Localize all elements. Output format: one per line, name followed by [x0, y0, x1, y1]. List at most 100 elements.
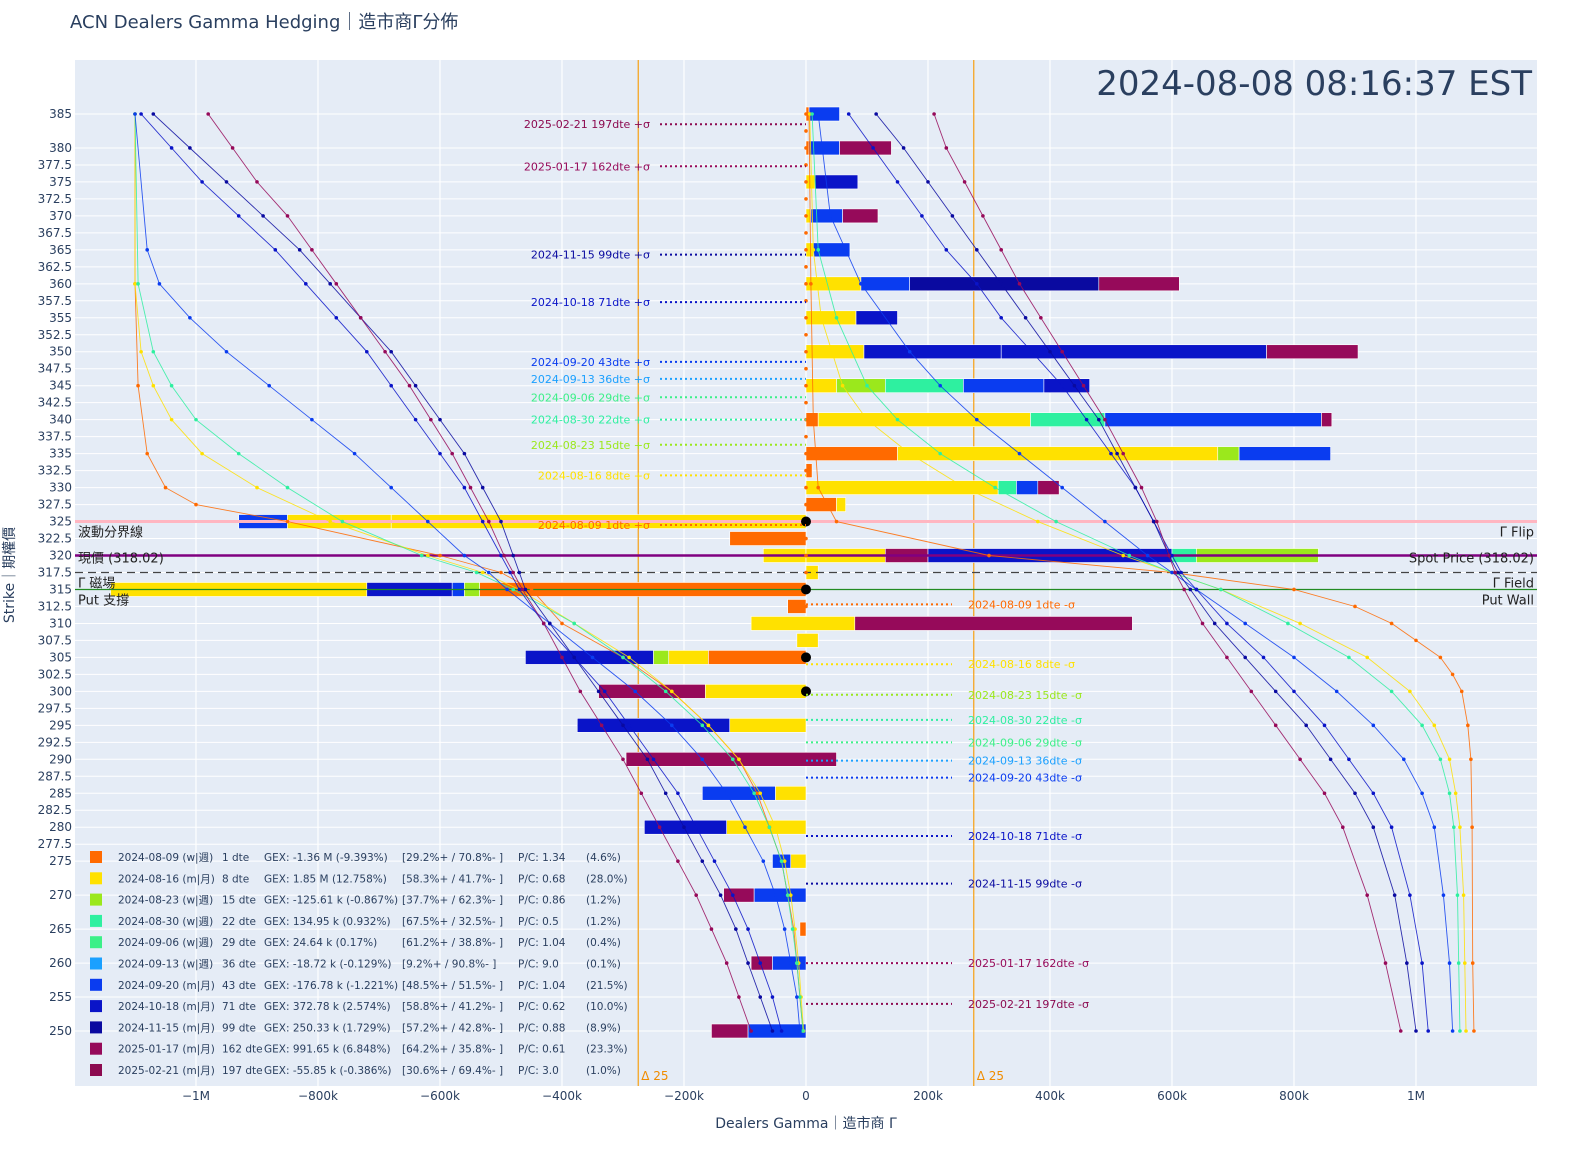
curve-point [499, 570, 503, 575]
curve-point [1398, 1029, 1403, 1033]
legend-entry-gex: GEX: 24.64 k (0.17%) [264, 937, 377, 949]
legend-swatch [90, 914, 102, 927]
curve-point [811, 417, 816, 422]
curve-point [874, 112, 878, 116]
sigma-label-upper: 2024-11-15 99dte +σ [531, 249, 650, 262]
curve-point [752, 791, 756, 796]
sigma-label-upper: 2024-08-23 15dte +σ [531, 439, 650, 452]
curve-point [1456, 961, 1461, 965]
curve-point [1414, 1029, 1418, 1033]
curve-point [1328, 757, 1333, 762]
zero-axis-marker [804, 129, 808, 133]
chart-title: ACN Dealers Gamma Hedging｜造市商Γ分佈 [70, 12, 459, 33]
curve-point [1304, 723, 1308, 728]
curve-point [236, 451, 241, 456]
gamma-curves [133, 112, 1476, 1033]
y-tick-label: 310 [49, 616, 72, 630]
curve-point [599, 723, 604, 728]
curve-point [1432, 723, 1437, 728]
y-tick-label: 332.5 [38, 464, 72, 478]
curve-point [310, 417, 314, 422]
curve-point [749, 1029, 753, 1033]
legend-entry-oi: (1.2%) [586, 895, 621, 907]
curve-point [621, 723, 625, 728]
gamma-bar [897, 446, 1219, 461]
curve-point [328, 519, 333, 524]
curve-point [163, 485, 168, 490]
y-tick-label: 360 [49, 277, 72, 291]
curve-point [1447, 757, 1452, 762]
legend-entry-dte: 43 dte [222, 980, 256, 992]
x-tick-label: 0 [802, 1089, 810, 1103]
curve-point [1347, 757, 1351, 762]
curve-point [334, 282, 339, 286]
gamma-bar [1104, 412, 1322, 427]
curve-point [429, 417, 433, 422]
gamma-bar [598, 684, 706, 699]
curve-point [1017, 451, 1022, 456]
curve-point [639, 791, 644, 796]
curve-point [840, 383, 845, 388]
y-tick-label: 297.5 [38, 701, 72, 715]
curve-point [999, 315, 1003, 320]
curve-point [1405, 961, 1409, 965]
curve-point [846, 112, 851, 116]
curve-point [1461, 893, 1466, 897]
gamma-bar [805, 310, 857, 326]
y-tick-label: 275 [49, 854, 72, 868]
curve-point [1292, 587, 1296, 592]
y-tick-label: 367.5 [38, 226, 72, 240]
legend-entry-pc: P/C: 0.5 [518, 916, 559, 928]
y-tick-label: 255 [49, 990, 72, 1004]
curve-point [1139, 485, 1144, 490]
legend-swatch [90, 851, 102, 863]
curve-point [1167, 553, 1171, 558]
gamma-bar [1030, 412, 1106, 427]
curve-point [1039, 315, 1043, 320]
curve-point [1188, 587, 1193, 592]
curve-point [834, 519, 839, 524]
legend-swatch [90, 893, 102, 906]
curve-point [779, 1029, 784, 1033]
curve-point [962, 180, 967, 184]
curve-point [724, 791, 729, 796]
legend-swatch [90, 1042, 102, 1055]
legend-entry-pc: P/C: 0.62 [518, 1001, 565, 1013]
curve-point [758, 791, 763, 796]
curve-point [188, 315, 192, 320]
y-tick-label: 287.5 [38, 769, 72, 783]
curve-point [487, 519, 491, 524]
gamma-bar [708, 650, 807, 665]
curve-point [694, 825, 698, 830]
curve-point [230, 146, 235, 150]
y-tick-label: 385 [49, 107, 72, 121]
curve-point [560, 621, 564, 626]
y-tick-label: 312.5 [38, 599, 72, 613]
curve-point [1371, 791, 1376, 796]
legend-entry-gex: GEX: 991.65 k (6.848%) [264, 1044, 391, 1056]
curve-point [819, 315, 824, 320]
curve-point [438, 417, 442, 422]
ref-line-label-left: Γ 磁場 [78, 577, 115, 592]
curve-point [828, 214, 833, 218]
ref-line-label-left: Put 支撐 [78, 593, 129, 608]
curve-point [596, 689, 601, 694]
curve-point [224, 180, 229, 184]
gamma-bar [1217, 446, 1240, 461]
curve-point [975, 248, 979, 252]
curve-point [426, 519, 430, 524]
curve-point [1441, 893, 1446, 897]
curve-point [1151, 519, 1156, 524]
curve-point [169, 383, 174, 388]
curve-point [1121, 451, 1125, 456]
curve-point [758, 961, 763, 965]
x-tick-label: 600k [1157, 1089, 1187, 1103]
legend-entry-split: [67.5%+ / 32.5%- ] [402, 916, 503, 928]
legend-entry-split: [58.8%+ / 41.2%- ] [402, 1001, 503, 1013]
gamma-bar [863, 344, 1002, 360]
curve-point [1127, 553, 1132, 558]
curve-point [795, 961, 799, 965]
gamma-bar [810, 208, 843, 224]
curve-point [1060, 349, 1064, 354]
zero-axis-marker [804, 265, 808, 269]
